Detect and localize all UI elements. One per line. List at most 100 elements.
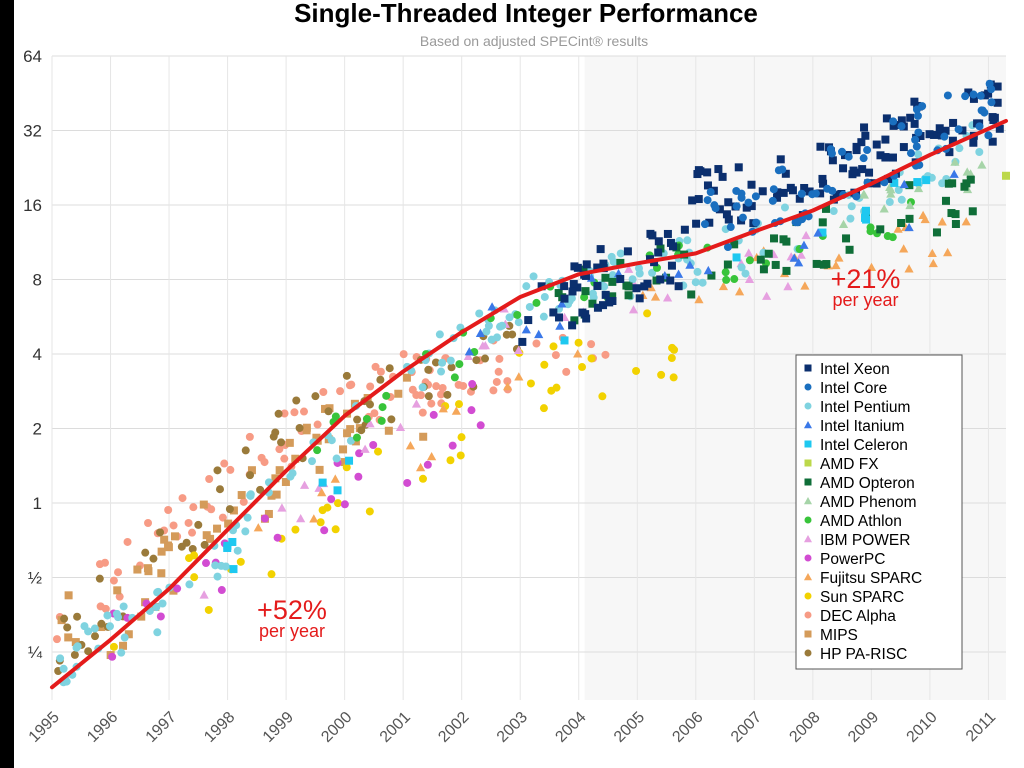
- point-ibm-power: [395, 422, 406, 432]
- point-intel-xeon: [680, 225, 689, 234]
- point-sun-sparc: [667, 354, 676, 363]
- point-intel-xeon: [888, 153, 897, 162]
- point-fujitsu-sparc: [893, 224, 903, 233]
- point-intel-xeon: [667, 261, 676, 270]
- point-intel-pentium: [286, 472, 295, 481]
- point-ibm-power: [744, 274, 755, 284]
- point-powerpc: [369, 440, 378, 449]
- point-intel-itanium: [685, 260, 695, 269]
- point-dec-alpha: [115, 592, 124, 601]
- point-intel-xeon: [910, 97, 919, 106]
- point-intel-pentium: [120, 633, 129, 642]
- point-amd-athlon: [377, 416, 386, 425]
- point-dec-alpha: [123, 537, 132, 546]
- point-amd-athlon: [378, 403, 387, 412]
- legend-marker-ibm-power: [803, 534, 813, 543]
- point-sun-sparc: [549, 342, 558, 351]
- point-intel-core: [913, 111, 922, 120]
- legend-marker-intel-core: [804, 383, 812, 391]
- growth-annotations: +52%per year+21%per year: [257, 264, 900, 641]
- legend-label: Intel Xeon: [820, 361, 890, 378]
- point-intel-celeron: [861, 206, 870, 215]
- point-hp-pa-risc: [443, 390, 452, 399]
- point-intel-pentium: [185, 580, 194, 589]
- point-intel-core: [844, 152, 853, 161]
- legend-label: Intel Pentium: [820, 399, 910, 416]
- y-tick-label: 16: [23, 196, 42, 215]
- point-hp-pa-risc: [60, 614, 69, 623]
- point-intel-xeon: [694, 166, 703, 175]
- point-sun-sparc: [365, 507, 374, 516]
- point-ibm-power: [299, 480, 310, 489]
- point-mips: [64, 633, 73, 642]
- point-amd-athlon: [730, 275, 739, 284]
- point-intel-xeon: [916, 131, 925, 140]
- point-dec-alpha: [205, 474, 214, 483]
- point-hp-pa-risc: [84, 647, 93, 656]
- point-intel-xeon: [849, 166, 858, 175]
- point-sun-sparc: [331, 525, 340, 534]
- point-intel-celeron: [318, 478, 327, 487]
- point-fujitsu-sparc: [317, 487, 327, 497]
- legend-label: AMD Athlon: [820, 513, 902, 530]
- point-mips: [143, 564, 152, 573]
- trend-line: [50, 118, 1008, 690]
- point-intel-pentium: [975, 148, 984, 157]
- point-hp-pa-risc: [324, 407, 333, 416]
- point-mips: [267, 491, 276, 500]
- point-mips: [157, 569, 166, 578]
- point-intel-pentium: [152, 603, 161, 612]
- point-hp-pa-risc: [274, 409, 283, 418]
- point-sun-sparc: [526, 379, 535, 388]
- point-hp-pa-risc: [149, 554, 158, 563]
- point-amd-opteron: [947, 209, 956, 218]
- point-dec-alpha: [260, 458, 269, 467]
- point-hp-pa-risc: [70, 650, 79, 659]
- point-intel-xeon: [872, 140, 881, 149]
- point-mips: [113, 586, 122, 595]
- point-fujitsu-sparc: [943, 247, 953, 257]
- point-intel-pentium: [105, 622, 114, 631]
- point-sun-sparc: [669, 373, 678, 382]
- point-intel-xeon: [930, 130, 939, 139]
- point-intel-xeon: [705, 218, 714, 227]
- point-ibm-power: [463, 351, 473, 361]
- point-intel-pentium: [589, 293, 598, 302]
- point-intel-xeon: [654, 248, 663, 257]
- point-intel-itanium: [703, 265, 713, 275]
- point-powerpc: [423, 460, 432, 469]
- x-tick-label: 2008: [786, 709, 823, 746]
- point-dec-alpha: [239, 497, 248, 506]
- point-intel-pentium: [241, 527, 250, 536]
- point-powerpc: [355, 449, 364, 458]
- point-fujitsu-sparc: [573, 349, 583, 358]
- y-axis-ticks: 64 32 16 8 4 2 1 ½ ¼: [23, 47, 43, 662]
- point-sun-sparc: [668, 343, 677, 352]
- point-dec-alpha: [347, 380, 356, 389]
- point-intel-xeon: [601, 290, 610, 299]
- point-intel-pentium: [691, 278, 700, 287]
- point-mips: [170, 532, 179, 541]
- point-dec-alpha: [532, 339, 541, 348]
- point-intel-core: [778, 165, 787, 174]
- point-mips: [275, 466, 284, 475]
- point-intel-xeon: [819, 179, 828, 188]
- point-intel-pentium: [628, 275, 637, 284]
- point-amd-opteron: [608, 277, 617, 286]
- point-intel-xeon: [969, 94, 978, 103]
- point-intel-xeon: [899, 143, 908, 152]
- point-intel-pentium: [332, 454, 341, 463]
- point-intel-xeon: [969, 138, 978, 147]
- point-dec-alpha: [101, 604, 110, 613]
- point-intel-pentium: [683, 236, 692, 245]
- x-tick-label: 2001: [377, 709, 414, 746]
- point-hp-pa-risc: [91, 632, 100, 641]
- point-intel-pentium: [221, 562, 230, 571]
- point-powerpc: [260, 514, 269, 523]
- point-fujitsu-sparc: [309, 514, 319, 523]
- point-intel-pentium: [567, 294, 576, 303]
- point-dec-alpha: [52, 635, 61, 644]
- point-powerpc: [173, 584, 182, 593]
- point-intel-pentium: [56, 654, 65, 663]
- point-mips: [247, 466, 256, 475]
